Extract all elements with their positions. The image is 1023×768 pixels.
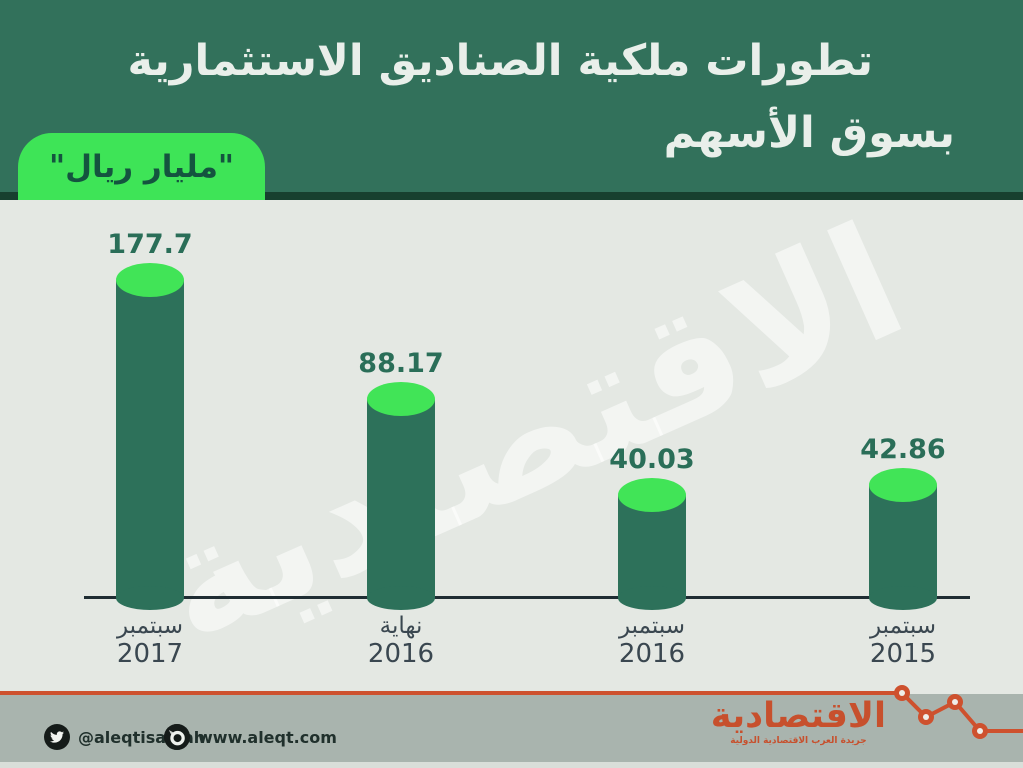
x-label-month: سبتمبر (116, 613, 184, 639)
x-axis-line (84, 596, 970, 599)
website-info: www.aleqt.com (164, 724, 337, 750)
x-axis-label: سبتمبر 2017 (60, 612, 240, 668)
cylinder-bottom-ellipse (618, 586, 686, 610)
brand-tagline-text: جريدة العرب الاقتصادية الدولية (730, 736, 867, 746)
cylinder-top-ellipse (869, 468, 937, 502)
cylinder-top-ellipse (367, 382, 435, 416)
cylinder-bottom-ellipse (869, 586, 937, 610)
footer-bottom-strip (0, 762, 1023, 768)
x-label-year: 2015 (869, 639, 937, 669)
website-url-text: www.aleqt.com (198, 727, 337, 747)
x-axis-label: سبتمبر 2015 (813, 612, 993, 668)
cylinder-top-ellipse (618, 478, 686, 512)
page-title-line2: بسوق الأسهم (663, 108, 955, 158)
bar-value-label: 40.03 (609, 444, 695, 475)
cylinder-body (869, 485, 937, 598)
x-label-month: سبتمبر (869, 613, 937, 639)
cylinder-bottom-ellipse (116, 586, 184, 610)
aleqt-emblem-icon (164, 724, 190, 750)
x-axis-label: نهاية 2016 (311, 612, 491, 668)
bar-value-label: 177.7 (107, 229, 193, 260)
cylinder-body (618, 495, 686, 598)
brand-logo: الاقتصادية جريدة العرب الاقتصادية الدولي… (711, 697, 886, 746)
cylinder-body (116, 280, 184, 598)
page-title-line1: تطورات ملكية الصناديق الاستثمارية (127, 36, 873, 86)
cylinder-body (367, 399, 435, 598)
bar-value-label: 42.86 (860, 434, 946, 465)
x-label-month: سبتمبر (618, 613, 686, 639)
header-divider-strip (0, 192, 1023, 200)
twitter-icon (44, 724, 70, 750)
bar-value-label: 88.17 (358, 348, 444, 379)
chart-area: الاقتصادية 177.7 سبتمبر 2017 88.17 نهاية 2016… (0, 190, 1023, 692)
x-label-year: 2016 (618, 639, 686, 669)
x-label-year: 2016 (367, 639, 435, 669)
x-axis-label: سبتمبر 2016 (562, 612, 742, 668)
x-label-year: 2017 (116, 639, 184, 669)
cylinder-bottom-ellipse (367, 586, 435, 610)
unit-badge: "مليار ريال" (18, 133, 265, 200)
brand-name-text: الاقتصادية (710, 696, 886, 736)
x-label-month: نهاية (379, 613, 423, 639)
cylinder-top-ellipse (116, 263, 184, 297)
